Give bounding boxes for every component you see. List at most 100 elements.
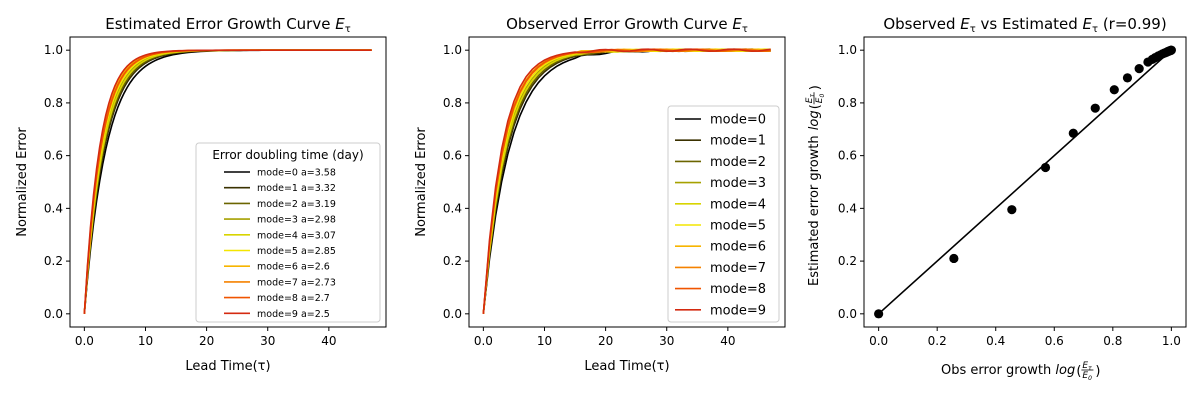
axis-label-paren: ( bbox=[808, 104, 823, 109]
y-tick-label: 0.6 bbox=[44, 149, 63, 163]
x-tick-label: 1.0 bbox=[1162, 334, 1181, 348]
chart-title-text: Observed Error Growth Curve bbox=[506, 15, 732, 33]
fit-line bbox=[878, 49, 1172, 315]
legend-label: mode=6 bbox=[710, 240, 766, 255]
y-tick-label: 0.8 bbox=[443, 96, 462, 110]
scatter-point bbox=[949, 253, 959, 264]
legend-label: mode=9 a=2.5 bbox=[257, 309, 330, 320]
ratio-num-sub: τ bbox=[809, 94, 816, 98]
x-tick-label: 0.4 bbox=[986, 334, 1005, 348]
axis-label-log: log bbox=[1055, 363, 1075, 378]
y-tick-label: 1.0 bbox=[443, 43, 462, 57]
legend-label: mode=2 a=3.19 bbox=[257, 199, 336, 210]
chart-title-symbol: E bbox=[1083, 15, 1093, 33]
scatter-point bbox=[1122, 73, 1133, 83]
chart-title-subscript: τ bbox=[345, 24, 351, 35]
legend-label: mode=3 bbox=[710, 176, 766, 191]
x-tick-label: 40 bbox=[321, 334, 336, 348]
x-tick-label: 0.0 bbox=[75, 334, 94, 348]
y-tick-label: 1.0 bbox=[44, 43, 63, 57]
series-line-9 bbox=[83, 49, 372, 314]
x-tick-label: 0.0 bbox=[869, 334, 888, 348]
chart-title-subscript: τ bbox=[742, 24, 748, 35]
scatter-point bbox=[1134, 64, 1144, 74]
scatter-point bbox=[874, 309, 884, 319]
chart-title-symbol: E bbox=[960, 15, 970, 33]
legend-label: mode=4 a=3.07 bbox=[257, 230, 336, 241]
chart-title-pre: Observed bbox=[883, 15, 960, 33]
x-axis-label: Lead Time(τ) bbox=[584, 359, 669, 374]
axis-label-numerator: Eτ bbox=[805, 94, 816, 104]
axis-label-numerator: Eτ bbox=[1082, 361, 1092, 372]
chart-title: Observed Error Growth Curve Eτ bbox=[506, 15, 748, 35]
y-tick-label: 0.8 bbox=[44, 96, 63, 110]
x-tick-label: 0.8 bbox=[1103, 334, 1122, 348]
chart-title-symbol: E bbox=[732, 15, 742, 33]
legend-title: Error doubling time (day) bbox=[212, 148, 363, 162]
ratio-den: E bbox=[1082, 371, 1088, 381]
chart-title-symbol: E bbox=[335, 15, 345, 33]
x-tick-label: 20 bbox=[598, 334, 613, 348]
legend-label: mode=7 bbox=[710, 261, 766, 276]
chart-title-post: (r=0.99) bbox=[1098, 15, 1167, 33]
ratio-den-sub: 0 bbox=[819, 94, 826, 98]
axis-label-paren: ) bbox=[1095, 364, 1100, 379]
axis-label-paren: ( bbox=[1076, 364, 1081, 379]
chart-title-text: Estimated Error Growth Curve bbox=[105, 15, 335, 33]
x-tick-label: 0.2 bbox=[928, 334, 947, 348]
y-tick-label: 0.8 bbox=[838, 96, 857, 110]
series-line-9 bbox=[482, 48, 771, 314]
chart-title: Estimated Error Growth Curve Eτ bbox=[105, 15, 350, 35]
scatter-point bbox=[1007, 205, 1017, 215]
y-axis-label: Normalized Error bbox=[15, 127, 30, 237]
chart-title-subscript: τ bbox=[1092, 24, 1098, 35]
legend-label: mode=4 bbox=[710, 197, 766, 212]
chart-title-mid: vs Estimated bbox=[976, 15, 1083, 33]
chart-title: Observed Eτ vs Estimated Eτ (r=0.99) bbox=[883, 15, 1166, 35]
chart-title-subscript: τ bbox=[970, 24, 976, 35]
y-tick-label: 0.6 bbox=[443, 149, 462, 163]
axis-label-log: log bbox=[807, 110, 822, 130]
scatter-point bbox=[1068, 128, 1078, 138]
x-tick-label: 10 bbox=[537, 334, 552, 348]
axis-label-paren: ) bbox=[808, 85, 823, 90]
legend-label: mode=1 bbox=[710, 134, 766, 149]
x-tick-label: 30 bbox=[260, 334, 275, 348]
plot-frame bbox=[468, 36, 786, 328]
axis-label-denominator: E0 bbox=[815, 94, 826, 104]
legend-label: mode=5 a=2.85 bbox=[257, 246, 336, 257]
legend-label: mode=6 a=2.6 bbox=[257, 262, 330, 273]
ratio-num: E bbox=[805, 97, 815, 103]
plot-frame bbox=[69, 36, 387, 328]
legend-label: mode=0 bbox=[710, 113, 766, 128]
y-tick-label: 0.2 bbox=[838, 254, 857, 268]
axis-label-denominator: E0 bbox=[1082, 371, 1092, 382]
scatter-point bbox=[1166, 45, 1176, 55]
legend-label: mode=9 bbox=[710, 303, 766, 318]
axis-label-text: Obs error growth bbox=[941, 363, 1051, 378]
plot-frame bbox=[863, 36, 1187, 328]
x-axis-label: Lead Time(τ) bbox=[185, 359, 270, 374]
legend-label: mode=1 a=3.32 bbox=[257, 183, 336, 194]
x-tick-label: 20 bbox=[199, 334, 214, 348]
y-tick-label: 0.4 bbox=[443, 201, 462, 215]
x-tick-label: 10 bbox=[138, 334, 153, 348]
ratio-num: E bbox=[1082, 361, 1088, 371]
y-tick-label: 0.4 bbox=[44, 201, 63, 215]
ratio-num-sub: τ bbox=[1088, 365, 1092, 372]
y-tick-label: 0.0 bbox=[44, 307, 63, 321]
y-tick-label: 0.0 bbox=[838, 307, 857, 321]
legend-label: mode=7 a=2.73 bbox=[257, 277, 336, 288]
x-tick-label: 30 bbox=[659, 334, 674, 348]
y-tick-label: 0.2 bbox=[44, 254, 63, 268]
legend-label: mode=2 bbox=[710, 155, 766, 170]
x-tick-label: 40 bbox=[720, 334, 735, 348]
y-tick-label: 0.0 bbox=[443, 307, 462, 321]
legend-label: mode=5 bbox=[710, 219, 766, 234]
legend-label: mode=8 bbox=[710, 282, 766, 297]
axis-label-text: Estimated error growth bbox=[807, 135, 822, 286]
scatter-point bbox=[1090, 103, 1100, 113]
legend-label: mode=3 a=2.98 bbox=[257, 215, 336, 226]
